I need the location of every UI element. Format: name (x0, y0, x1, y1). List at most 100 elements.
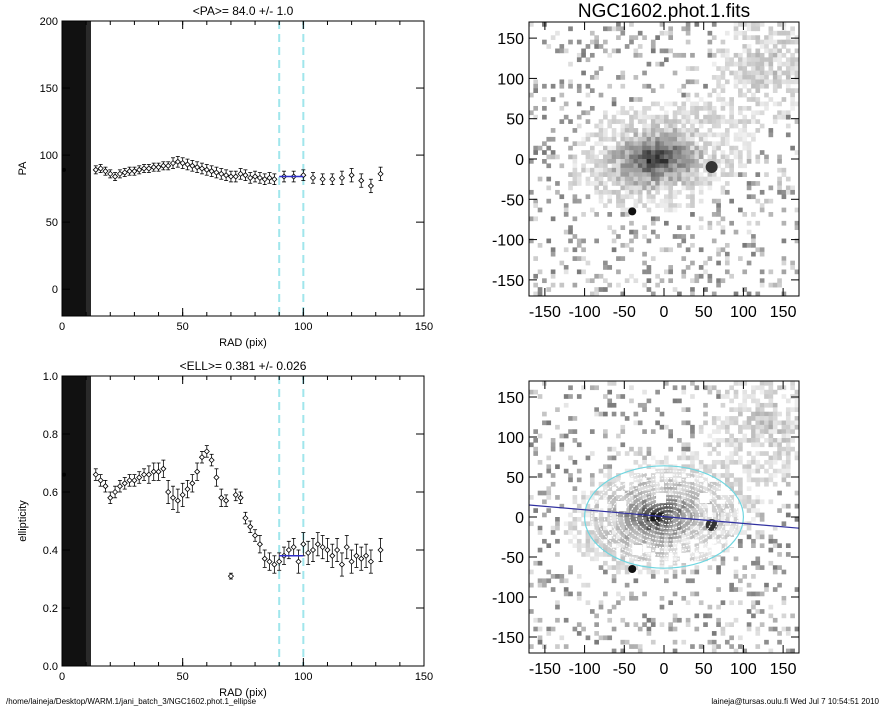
image-pixel (694, 481, 700, 487)
image-pixel (533, 291, 539, 297)
image-panel-2: -150 -100 -50 0 50 100 150-150-100-50050100150… (492, 1, 800, 321)
image-pixel (637, 181, 643, 186)
image-pixel (716, 203, 721, 208)
image-pixel (589, 385, 595, 391)
image-pixel (698, 181, 704, 186)
image-pixel (690, 534, 695, 540)
image-pixel (720, 600, 726, 606)
image-pixel (751, 234, 756, 239)
image-pixel (751, 442, 756, 448)
image-pixel (794, 101, 800, 107)
image-pixel (563, 587, 569, 592)
image-pixel (681, 185, 687, 191)
image-pixel (529, 189, 534, 195)
image-pixel (764, 79, 769, 85)
data-point (309, 174, 317, 181)
image-pixel (659, 172, 665, 177)
image-pixel (755, 79, 761, 85)
image-pixel (711, 123, 717, 129)
image-pixel (633, 110, 639, 116)
image-pixel (777, 446, 782, 452)
image-pixel (598, 468, 604, 474)
image-pixel (733, 617, 739, 623)
y-tick-label: -50 (501, 550, 524, 567)
image-pixel (785, 411, 791, 417)
image-pixel (664, 503, 669, 509)
image-pixel (768, 35, 774, 40)
image-pixel (738, 424, 743, 430)
image-pixel (738, 256, 743, 261)
image-pixel (703, 101, 708, 107)
image-pixel (659, 141, 665, 147)
image-pixel (594, 154, 599, 160)
image-pixel (681, 172, 687, 177)
image-pixel (563, 203, 569, 208)
mask-block (711, 545, 722, 555)
image-pixel (576, 101, 582, 107)
image-pixel (664, 163, 669, 169)
image-pixel (633, 420, 639, 426)
image-pixel (607, 517, 613, 522)
image-pixel (698, 530, 704, 535)
image-pixel (611, 411, 617, 417)
image-pixel (724, 534, 730, 540)
image-pixel (794, 398, 800, 404)
data-point (271, 176, 278, 183)
image-pixel (568, 416, 573, 421)
image-pixel (546, 464, 552, 470)
image-pixel (677, 521, 682, 527)
isophote-contour (654, 508, 682, 526)
image-pixel (777, 159, 782, 164)
image-pixel (746, 44, 752, 49)
image-pixel (690, 212, 695, 217)
image-pixel (742, 123, 748, 129)
image-pixel (690, 433, 695, 439)
image-pixel (781, 459, 787, 465)
image-pixel (738, 490, 743, 496)
image-pixel (537, 635, 543, 641)
x-tick-label: 50 (695, 304, 713, 321)
image-pixel (642, 176, 647, 182)
image-pixel (755, 609, 761, 614)
image-pixel (585, 136, 591, 142)
image-pixel (559, 119, 565, 124)
image-pixel (681, 123, 687, 129)
image-pixel (568, 154, 573, 160)
image-pixel (781, 477, 787, 483)
image-pixel (724, 530, 730, 535)
data-point (329, 176, 336, 183)
image-pixel (629, 167, 634, 173)
image-pixel (781, 114, 787, 120)
image-pixel (546, 569, 552, 575)
image-pixel (620, 291, 626, 297)
image-pixel (764, 48, 769, 54)
image-pixel (559, 83, 565, 89)
image-pixel (533, 508, 539, 513)
image-pixel (755, 591, 761, 597)
image-pixel (650, 538, 656, 544)
image-pixel (759, 543, 765, 549)
image-pixel (703, 181, 708, 186)
image-pixel (655, 508, 660, 513)
image-pixel (629, 446, 634, 452)
image-pixel (681, 385, 687, 391)
image-pixel (629, 543, 634, 549)
image-pixel (777, 282, 782, 288)
image-pixel (585, 635, 591, 641)
image-pixel (620, 225, 626, 231)
image-pixel (751, 385, 756, 391)
image-pixel (733, 459, 739, 465)
image-pixel (694, 114, 700, 120)
image-pixel (685, 464, 691, 470)
image-pixel (694, 128, 700, 133)
image-pixel (677, 159, 682, 164)
image-pixel (681, 256, 687, 261)
image-pixel (624, 242, 630, 248)
image-pixel (685, 543, 691, 549)
image-pixel (611, 26, 617, 32)
image-pixel (768, 424, 774, 430)
image-pixel (755, 468, 761, 474)
image-pixel (772, 420, 778, 426)
image-pixel (594, 287, 599, 292)
image-pixel (724, 424, 730, 430)
